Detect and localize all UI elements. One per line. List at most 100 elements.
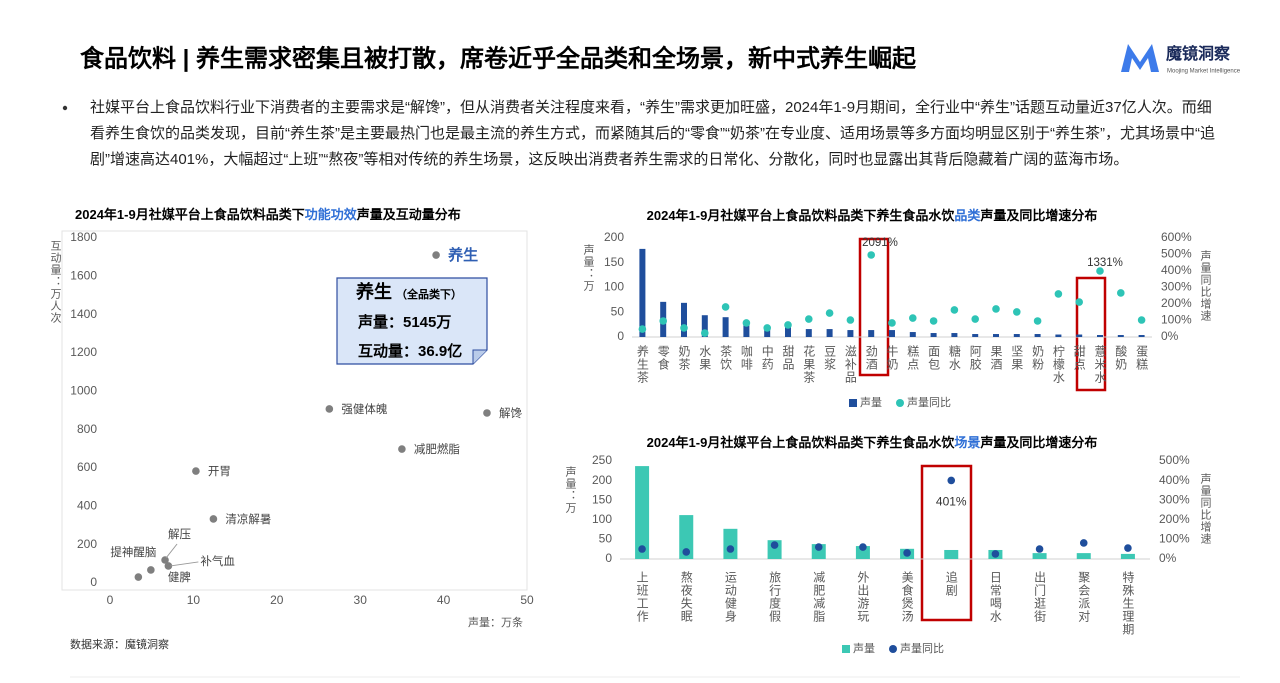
bar — [681, 302, 687, 337]
dot — [1096, 267, 1104, 275]
x-tick-label: 旅行度假 — [768, 571, 782, 623]
x-tick-label: 0 — [107, 593, 114, 607]
bar — [639, 248, 646, 337]
bar — [1120, 553, 1135, 559]
x-tick-label: 花果茶 — [802, 344, 816, 384]
dot — [742, 319, 751, 327]
point-label: 强健体魄 — [341, 402, 387, 416]
scatter-point — [192, 467, 200, 475]
dot — [903, 549, 911, 557]
chart-title-part: 功能功效 — [305, 207, 358, 222]
dot — [992, 305, 1000, 313]
bar — [722, 317, 729, 337]
y-tick-label: 50 — [611, 304, 625, 318]
highlight-box — [858, 237, 890, 377]
dot — [1137, 316, 1146, 324]
bar — [930, 333, 937, 337]
point-label: 减肥燃脂 — [414, 442, 460, 456]
callout: 养生 （全品类下） 声量：5145万 互动量：36.9亿 — [336, 277, 488, 365]
point-label: 养生 — [447, 246, 478, 264]
y-tick-label: 800 — [77, 422, 97, 436]
scatter-point — [147, 566, 155, 574]
x-tick-label: 阿胶 — [968, 345, 982, 371]
dot — [784, 321, 792, 329]
page-title: 食品饮料 | 养生需求密集且被打散，席卷近乎全品类和全场景，新中式养生崛起 — [80, 44, 917, 72]
y-tick-label: 400 — [77, 499, 97, 513]
y-tick-label: 1200 — [70, 345, 97, 359]
bar — [1117, 335, 1124, 337]
legend-label: 声量 — [860, 395, 882, 409]
x-tick-label: 劲酒 — [864, 345, 878, 371]
legend-swatch — [842, 645, 850, 653]
callout-note: （全品类下） — [396, 287, 462, 301]
y-tick-label: 200 — [77, 537, 97, 551]
legend-label: 声量同比 — [907, 395, 951, 409]
chart-title-part: 声量及同比增速分布 — [979, 435, 1097, 450]
x-tick-label: 蛋糕 — [1135, 345, 1149, 371]
legend-label: 声量同比 — [900, 641, 944, 655]
x-tick-label: 果酒 — [989, 345, 1003, 371]
y-tick-label: 250 — [592, 453, 612, 467]
y-tick-label: 0 — [90, 575, 97, 589]
bar — [679, 515, 694, 559]
x-tick-label: 出门逛街 — [1033, 571, 1047, 623]
chart-title-part: 2024年1-9月社媒平台上食品饮料品类下养生食品水饮 — [647, 208, 956, 223]
logo-subtext: Moojing Market Intelligence — [1167, 69, 1241, 75]
chart-frame — [61, 230, 528, 591]
x-tick-label: 柠檬水 — [1051, 344, 1065, 384]
y2-tick-label: 600% — [1161, 230, 1192, 244]
y-tick-label: 100 — [592, 512, 612, 526]
x-tick-label: 美食煲汤 — [900, 571, 914, 623]
logo-icon — [1121, 44, 1159, 72]
source: 数据来源：魔镜洞察 — [70, 637, 169, 651]
x-tick-label: 聚会派对 — [1077, 571, 1091, 623]
point-label: 健脾 — [168, 570, 191, 584]
bar — [972, 334, 979, 337]
bar — [1076, 553, 1091, 559]
x-tick-label: 熬夜失眠 — [679, 570, 693, 623]
dot — [1054, 290, 1063, 298]
bar — [993, 334, 999, 337]
scatter-point — [134, 573, 143, 581]
bar — [868, 330, 875, 337]
dot — [1117, 289, 1125, 297]
dot — [1124, 544, 1132, 552]
dot — [888, 319, 896, 327]
x-tick-label: 10 — [187, 593, 201, 607]
y2-tick-label: 500% — [1159, 453, 1190, 467]
x-tick-label: 零食 — [656, 345, 670, 371]
highlight-boxes — [858, 237, 1107, 622]
dot — [1075, 298, 1083, 306]
legend-label: 声量 — [853, 641, 875, 655]
dot — [867, 251, 875, 259]
bar — [743, 323, 750, 337]
bar — [1097, 335, 1103, 337]
dot — [825, 309, 834, 317]
bar — [1138, 335, 1145, 337]
y-tick-label: 0 — [605, 551, 612, 565]
bar — [1032, 553, 1047, 559]
scatter-point — [164, 562, 173, 570]
point-label: 解压 — [168, 527, 191, 541]
point-label: 补气血 — [200, 554, 235, 568]
x-tick-label: 上班工作 — [635, 571, 649, 623]
dot — [721, 303, 730, 311]
x-tick-label: 奶粉 — [1031, 345, 1045, 371]
x-tick-label: 追剧 — [944, 570, 958, 597]
dot — [846, 316, 855, 324]
x-tick-label: 外出游玩 — [856, 571, 870, 623]
dot — [680, 324, 688, 332]
dot — [814, 543, 823, 551]
x-tick-label: 糕点 — [906, 345, 920, 371]
dot — [1079, 539, 1088, 547]
annotation: 1331% — [1087, 257, 1123, 269]
chart-title-part: 2024年1-9月社媒平台上食品饮料品类下养生食品水饮 — [647, 435, 956, 450]
y2-tick-label: 100% — [1161, 313, 1192, 327]
x-tick-label: 40 — [437, 593, 451, 607]
dot — [929, 317, 938, 325]
x-tick-label: 牛奶 — [885, 344, 899, 371]
dot — [1033, 317, 1042, 325]
y-tick-label: 1800 — [70, 230, 97, 244]
y-tick-label: 50 — [599, 532, 613, 546]
dot — [971, 315, 979, 323]
